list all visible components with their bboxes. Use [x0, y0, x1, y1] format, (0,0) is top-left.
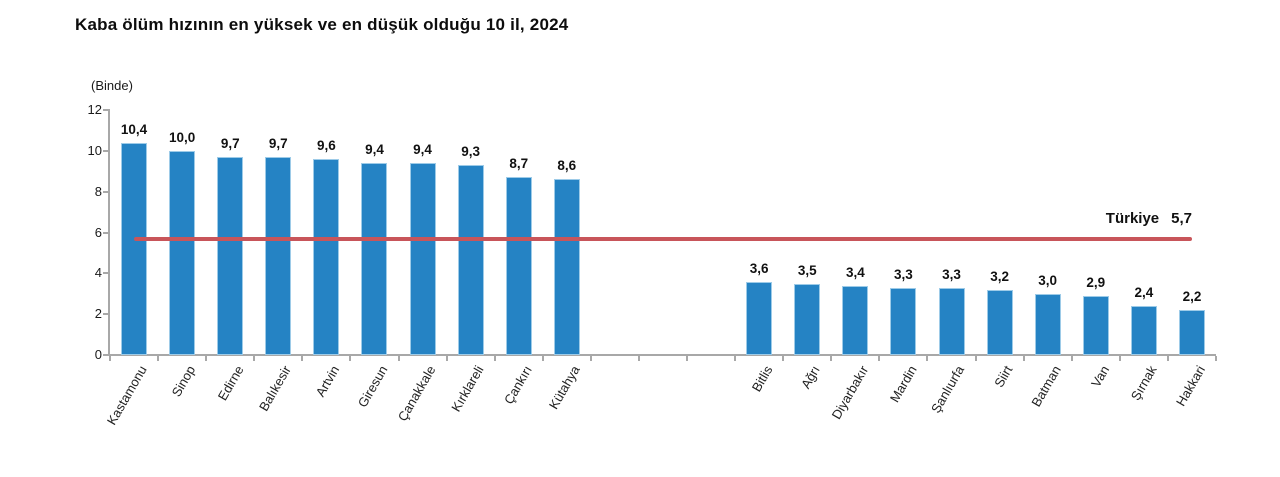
- bar: [553, 179, 580, 355]
- turkiye-reference-line: [134, 236, 1192, 241]
- x-tick: [397, 356, 400, 361]
- chart-title: Kaba ölüm hızının en yüksek ve en düşük …: [75, 15, 569, 34]
- y-axis-tick-label: 2: [94, 306, 102, 322]
- y-axis-line: [108, 109, 110, 356]
- x-tick: [878, 356, 881, 361]
- bar-value-label: 3,2: [990, 268, 1009, 284]
- x-tick: [926, 356, 929, 361]
- bar: [265, 156, 292, 355]
- bar: [217, 156, 244, 355]
- x-tick: [349, 356, 352, 361]
- x-tick: [253, 356, 256, 361]
- y-axis-tick-label: 12: [87, 102, 102, 117]
- bar-value-label: 9,7: [220, 135, 240, 151]
- bar-value-label: 2,9: [1086, 274, 1106, 290]
- bar: [1130, 306, 1157, 355]
- turkiye-reference-name: Türkiye: [1105, 210, 1160, 227]
- bar: [938, 287, 965, 355]
- bar: [409, 163, 436, 355]
- x-tick: [1070, 356, 1073, 361]
- bar-value-label: 9,4: [413, 142, 432, 158]
- y-axis-tick-label: 4: [94, 265, 102, 281]
- bar-value-label: 9,6: [317, 138, 336, 153]
- bar-value-label: 9,7: [268, 135, 288, 151]
- x-tick: [205, 356, 208, 361]
- bar-value-label: 9,4: [365, 142, 384, 158]
- bar: [361, 163, 388, 355]
- bar-value-label: 3,5: [797, 262, 817, 278]
- x-tick: [1118, 356, 1121, 361]
- bar-value-label: 10,0: [168, 129, 196, 145]
- bar: [842, 285, 869, 355]
- y-tick: [103, 149, 108, 152]
- bar-value-label: 10,4: [120, 121, 148, 137]
- y-tick: [103, 272, 108, 275]
- bar: [1178, 310, 1205, 355]
- bar-value-label: 8,6: [557, 158, 577, 174]
- x-tick: [734, 356, 737, 361]
- x-tick: [1022, 356, 1025, 361]
- bar: [746, 281, 773, 355]
- y-tick: [103, 190, 108, 193]
- bar: [505, 177, 532, 355]
- x-tick: [686, 356, 689, 361]
- bar: [169, 150, 196, 355]
- turkiye-reference-value: 5,7: [1171, 210, 1192, 227]
- x-tick: [974, 356, 977, 361]
- bar: [121, 142, 148, 355]
- bar-value-label: 3,4: [845, 264, 865, 280]
- bar: [1082, 295, 1109, 355]
- y-axis-tick-label: 10: [87, 142, 102, 158]
- bar-value-label: 3,3: [894, 266, 913, 282]
- y-tick: [103, 313, 108, 316]
- x-tick: [782, 356, 785, 361]
- bar-value-label: 3,0: [1038, 272, 1058, 288]
- bar: [313, 159, 340, 355]
- x-tick: [541, 356, 544, 361]
- bar: [794, 283, 821, 355]
- x-tick: [445, 356, 448, 361]
- x-axis-line: [108, 354, 1216, 356]
- bar-value-label: 2,4: [1134, 285, 1154, 300]
- y-axis-tick-label: 0: [94, 347, 102, 362]
- bar: [457, 165, 484, 355]
- x-tick: [157, 356, 160, 361]
- x-tick: [493, 356, 496, 361]
- bar: [1034, 293, 1061, 355]
- x-tick: [589, 356, 592, 361]
- y-axis-tick-label: 6: [94, 224, 102, 240]
- bar-value-label: 9,3: [461, 144, 481, 160]
- bar-value-label: 8,7: [509, 156, 529, 172]
- y-tick: [103, 354, 108, 356]
- y-axis-tick-label: 8: [94, 183, 102, 199]
- x-tick: [1215, 356, 1217, 361]
- turkiye-reference-label: Türkiye 5,7: [1106, 210, 1192, 227]
- y-tick: [103, 109, 108, 111]
- bar: [890, 287, 917, 355]
- x-tick: [637, 356, 640, 361]
- x-tick: [1166, 356, 1169, 361]
- bar-value-label: 3,6: [749, 260, 769, 276]
- x-tick: [830, 356, 833, 361]
- bar-value-label: 3,3: [942, 266, 961, 282]
- x-tick: [109, 356, 111, 361]
- bar: [986, 289, 1013, 355]
- x-tick: [301, 356, 304, 361]
- bar-value-label: 2,2: [1182, 289, 1202, 305]
- y-axis-unit-label: (Binde): [91, 78, 133, 93]
- y-tick: [103, 231, 108, 234]
